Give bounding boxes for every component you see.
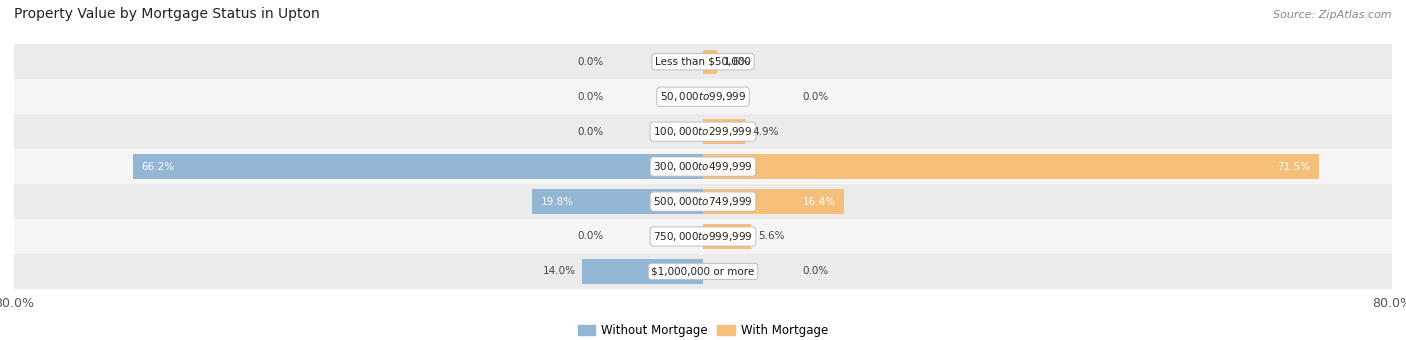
Text: 0.0%: 0.0% [801,267,828,276]
Text: 19.8%: 19.8% [541,197,574,206]
Text: $500,000 to $749,999: $500,000 to $749,999 [654,195,752,208]
Bar [14,44,1392,79]
Bar [14,114,1392,149]
Text: 4.9%: 4.9% [752,127,779,137]
Bar [582,259,703,284]
Bar [703,119,745,144]
Bar [14,149,1392,184]
Bar [703,154,1319,179]
Text: 16.4%: 16.4% [803,197,835,206]
Text: Less than $50,000: Less than $50,000 [655,57,751,67]
Text: Source: ZipAtlas.com: Source: ZipAtlas.com [1274,10,1392,20]
Text: $750,000 to $999,999: $750,000 to $999,999 [654,230,752,243]
Text: 1.6%: 1.6% [724,57,751,67]
Text: 0.0%: 0.0% [801,92,828,102]
Bar [703,50,717,74]
Text: 5.6%: 5.6% [758,232,785,241]
Text: 14.0%: 14.0% [543,267,575,276]
Text: $50,000 to $99,999: $50,000 to $99,999 [659,90,747,103]
Text: 0.0%: 0.0% [578,57,605,67]
Text: 71.5%: 71.5% [1277,162,1310,172]
Legend: Without Mortgage, With Mortgage: Without Mortgage, With Mortgage [574,319,832,340]
Text: 0.0%: 0.0% [578,92,605,102]
Bar [703,224,751,249]
Text: 0.0%: 0.0% [578,232,605,241]
Text: $300,000 to $499,999: $300,000 to $499,999 [654,160,752,173]
Bar [14,219,1392,254]
Text: 66.2%: 66.2% [142,162,174,172]
Text: $100,000 to $299,999: $100,000 to $299,999 [654,125,752,138]
Text: 0.0%: 0.0% [578,127,605,137]
Bar [134,154,703,179]
Text: Property Value by Mortgage Status in Upton: Property Value by Mortgage Status in Upt… [14,7,319,21]
Bar [703,189,844,214]
Bar [14,184,1392,219]
Text: $1,000,000 or more: $1,000,000 or more [651,267,755,276]
Bar [533,189,703,214]
Bar [14,254,1392,289]
Bar [14,79,1392,114]
